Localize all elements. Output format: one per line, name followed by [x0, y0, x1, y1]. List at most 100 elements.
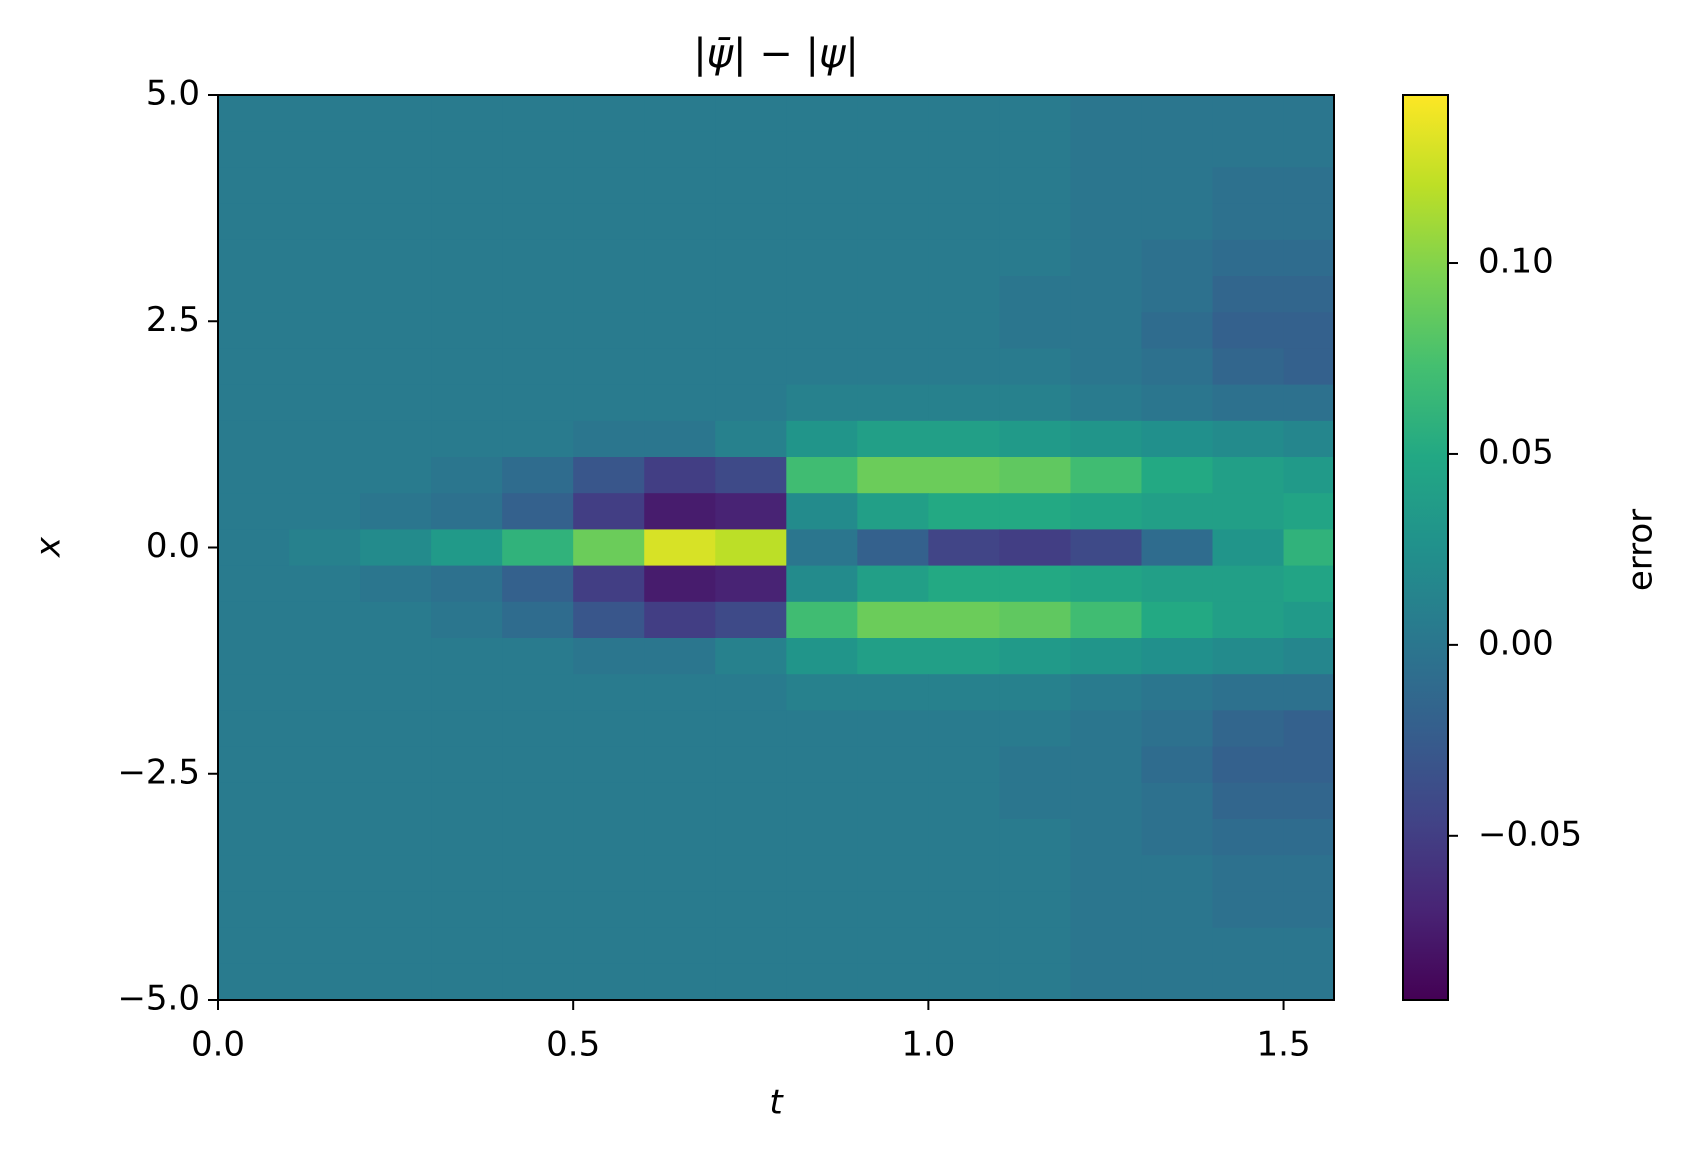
heatmap-cell — [573, 203, 645, 241]
heatmap-cell — [1141, 782, 1214, 820]
heatmap-cell — [999, 312, 1072, 349]
heatmap-cell — [573, 638, 645, 675]
heatmap-cell — [1141, 927, 1214, 965]
heatmap-cell — [360, 746, 432, 784]
heatmap-cell — [502, 638, 574, 675]
heatmap-cell — [431, 276, 503, 313]
heatmap-cell — [644, 963, 716, 1000]
heatmap-cell — [999, 95, 1072, 132]
heatmap-cell — [999, 167, 1072, 205]
heatmap-cell — [644, 891, 716, 929]
heatmap-cell — [431, 239, 503, 277]
heatmap-cell — [1283, 239, 1334, 277]
heatmap-cell — [431, 927, 503, 965]
heatmap-cell — [644, 276, 716, 313]
heatmap-cell — [1283, 529, 1334, 567]
heatmap-cell — [360, 95, 432, 132]
heatmap-cell — [644, 203, 716, 241]
heatmap-cell — [360, 203, 432, 241]
heatmap-cell — [715, 927, 787, 965]
heatmap-cell — [502, 167, 574, 205]
y-tick-label: −2.5 — [117, 752, 200, 792]
heatmap-cell — [928, 927, 1001, 965]
heatmap-cell — [1070, 384, 1143, 422]
colorbar-tick-label: −0.05 — [1478, 814, 1582, 854]
heatmap-cell — [715, 131, 787, 168]
heatmap-cell — [1070, 131, 1143, 168]
heatmap-cell — [573, 131, 645, 168]
heatmap-cell — [644, 601, 716, 639]
x-tick-label: 0.0 — [191, 1025, 245, 1065]
heatmap-cell — [1070, 312, 1143, 349]
chart-title: |ψ̄| − |ψ| — [693, 31, 859, 77]
heatmap-cell — [1070, 601, 1143, 639]
heatmap-cell — [573, 782, 645, 820]
heatmap-cell — [786, 855, 858, 892]
heatmap-cell — [644, 565, 716, 603]
heatmap-cell — [502, 710, 574, 748]
heatmap-cell — [431, 855, 503, 892]
heatmap-cell — [1212, 529, 1285, 567]
heatmap-cell — [644, 710, 716, 748]
heatmap-cell — [786, 203, 858, 241]
heatmap-cell — [289, 782, 361, 820]
heatmap-cell — [289, 203, 361, 241]
heatmap-cell — [1283, 276, 1334, 313]
heatmap-cell — [857, 674, 929, 711]
heatmap-cell — [289, 239, 361, 277]
heatmap-cell — [786, 927, 858, 965]
heatmap-cell — [928, 384, 1001, 422]
heatmap-cell — [502, 95, 574, 132]
heatmap-cell — [360, 239, 432, 277]
heatmap-cell — [1283, 819, 1334, 856]
heatmap-cell — [1212, 239, 1285, 277]
heatmap-cell — [928, 710, 1001, 748]
heatmap-cell — [218, 276, 290, 313]
heatmap-cell — [999, 601, 1072, 639]
heatmap-cell — [431, 384, 503, 422]
heatmap-cell — [857, 384, 929, 422]
heatmap-cell — [1283, 493, 1334, 530]
heatmap-cell — [573, 384, 645, 422]
heatmap-cell — [573, 348, 645, 386]
heatmap-cell — [289, 167, 361, 205]
heatmap-cell — [644, 420, 716, 458]
heatmap-cell — [644, 457, 716, 494]
heatmap-cell — [715, 855, 787, 892]
heatmap-cell — [1283, 638, 1334, 675]
heatmap-cell — [1212, 710, 1285, 748]
heatmap-cell — [431, 601, 503, 639]
heatmap-cell — [502, 131, 574, 168]
heatmap-cell — [360, 493, 432, 530]
heatmap-cell — [1283, 167, 1334, 205]
heatmap-cell — [360, 638, 432, 675]
x-axis-label: t — [769, 1083, 784, 1123]
heatmap-cell — [928, 420, 1001, 458]
heatmap-cell — [786, 819, 858, 856]
heatmap-cell — [1283, 855, 1334, 892]
colorbar-tick-label: 0.10 — [1478, 242, 1554, 282]
heatmap-cell — [715, 963, 787, 1000]
heatmap-cell — [928, 565, 1001, 603]
heatmap-cell — [360, 131, 432, 168]
heatmap-cell — [715, 891, 787, 929]
heatmap-cell — [928, 276, 1001, 313]
heatmap-cell — [928, 638, 1001, 675]
heatmap-cell — [573, 963, 645, 1000]
colorbar-tick-label: 0.00 — [1478, 623, 1554, 663]
heatmap-cell — [1070, 348, 1143, 386]
heatmap-cell — [218, 239, 290, 277]
heatmap-cell — [786, 420, 858, 458]
heatmap-cell — [857, 131, 929, 168]
heatmap-cell — [218, 95, 290, 132]
heatmap-cell — [999, 638, 1072, 675]
heatmap-cell — [289, 384, 361, 422]
heatmap-cell — [1212, 457, 1285, 494]
colorbar — [1402, 94, 1449, 1001]
heatmap-cell — [218, 674, 290, 711]
heatmap-cell — [289, 891, 361, 929]
heatmap-cell — [573, 819, 645, 856]
heatmap-cell — [431, 819, 503, 856]
heatmap-cell — [715, 493, 787, 530]
